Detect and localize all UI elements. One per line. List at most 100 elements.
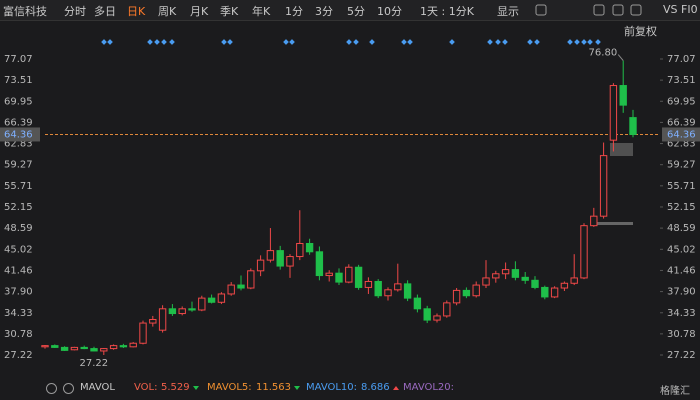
- watermark: 格隆汇: [660, 386, 690, 397]
- event-marker: [449, 39, 455, 45]
- edit-icon: [612, 4, 624, 16]
- y-tick-label-left: 41.46: [4, 265, 33, 276]
- candle-body: [178, 308, 186, 315]
- layout-icon: [630, 4, 642, 16]
- y-tick-label-right: 59.27: [667, 160, 696, 171]
- candle-body: [619, 85, 627, 106]
- y-tick-label-right: 77.07: [667, 54, 696, 65]
- y-tick-label-left: 37.90: [4, 287, 33, 298]
- price-tag-bg: [0, 127, 40, 142]
- event-marker: [581, 39, 587, 45]
- y-tick-label-right: 55.71: [667, 181, 696, 192]
- candle-body: [482, 277, 490, 286]
- event-marker: [369, 39, 375, 45]
- candle-body: [443, 302, 451, 317]
- candle-body: [70, 346, 79, 351]
- event-marker: [289, 39, 295, 45]
- trend-arrow: [193, 386, 199, 390]
- period-tab[interactable]: 月K: [190, 5, 209, 18]
- candle-body: [129, 342, 137, 348]
- period-tab[interactable]: 分时: [64, 5, 86, 18]
- candle-body: [207, 297, 216, 303]
- indicator-label: MAVOL10:: [306, 382, 358, 393]
- candle-body: [501, 269, 510, 275]
- candle-body: [560, 282, 569, 289]
- y-tick-label-right: 30.78: [667, 329, 696, 340]
- indicator-value: 8.686: [361, 382, 390, 393]
- candle-body: [570, 277, 578, 284]
- candle-body: [119, 345, 128, 348]
- y-tick-label-right: 45.02: [667, 244, 696, 255]
- candle-body: [335, 272, 343, 283]
- candle-body: [90, 348, 98, 352]
- y-tick-label-left: 30.78: [4, 329, 33, 340]
- candle-body: [550, 287, 559, 298]
- y-tick-label-right: 69.95: [667, 96, 696, 107]
- event-marker: [487, 39, 493, 45]
- period-tab[interactable]: 1天 : 1分K: [420, 5, 474, 18]
- period-tab[interactable]: 5分: [347, 5, 365, 18]
- candle-body: [256, 259, 265, 272]
- candle-body: [452, 289, 461, 304]
- period-tab[interactable]: 多日: [94, 5, 116, 18]
- y-tick-label-left: 55.71: [4, 181, 33, 192]
- candle-body: [266, 250, 275, 261]
- event-marker: [567, 39, 573, 45]
- candle-body: [168, 308, 177, 315]
- candle-body: [541, 286, 549, 298]
- compare-button[interactable]: VS FI0: [663, 3, 698, 16]
- candle-body: [403, 283, 412, 299]
- max-annotation: 76.80: [589, 48, 618, 59]
- period-tab[interactable]: 1分: [285, 5, 303, 18]
- y-tick-label-right: 41.46: [667, 265, 696, 276]
- candle-body: [521, 276, 529, 281]
- close-icon[interactable]: [63, 383, 74, 394]
- candle-body: [599, 155, 608, 217]
- period-tab[interactable]: 10分: [377, 5, 402, 18]
- event-marker: [161, 39, 167, 45]
- candle-body: [286, 256, 294, 267]
- period-tab[interactable]: 周K: [158, 5, 177, 18]
- candle-body: [374, 280, 382, 297]
- candle-body: [109, 345, 118, 350]
- candle-body: [629, 117, 637, 135]
- indicator-name[interactable]: MAVOL: [80, 382, 115, 393]
- event-marker: [107, 39, 113, 45]
- event-marker: [534, 39, 540, 45]
- candle-body: [492, 273, 500, 279]
- indicator-label: MAVOL20:: [403, 382, 455, 393]
- event-marker: [407, 39, 413, 45]
- event-marker: [283, 39, 289, 45]
- candle-body: [433, 315, 441, 321]
- event-marker: [221, 39, 227, 45]
- period-tab[interactable]: 季K: [220, 5, 239, 18]
- y-tick-label-left: 34.33: [4, 308, 33, 319]
- period-tab[interactable]: 日K: [127, 5, 146, 18]
- candle-body: [580, 225, 588, 279]
- camera-icon: [593, 4, 605, 16]
- event-marker: [502, 39, 508, 45]
- y-tick-label-right: 62.83: [667, 139, 696, 150]
- candle-body: [472, 284, 480, 297]
- overlay-box: [610, 143, 633, 156]
- display-button[interactable]: 显示: [497, 5, 519, 18]
- candle-body: [80, 346, 88, 350]
- event-marker: [227, 39, 233, 45]
- candle-body: [531, 279, 539, 288]
- candle-body: [354, 266, 363, 288]
- settings-icon[interactable]: [46, 383, 57, 394]
- last-price-label: 64.36: [667, 129, 696, 140]
- adjust-button[interactable]: 前复权: [624, 25, 657, 38]
- stock-name: 富信科技: [3, 5, 47, 18]
- candle-body: [158, 308, 167, 331]
- period-tab[interactable]: 年K: [252, 5, 271, 18]
- event-marker: [401, 39, 407, 45]
- price-tag-bg: [662, 127, 700, 142]
- candle-body: [41, 345, 49, 348]
- period-tab[interactable]: 3分: [315, 5, 333, 18]
- y-tick-label-left: 73.51: [4, 75, 33, 86]
- candle-body: [609, 85, 618, 141]
- y-tick-label-left: 52.15: [4, 202, 33, 213]
- candle-body: [296, 242, 304, 258]
- candle-body: [413, 297, 422, 310]
